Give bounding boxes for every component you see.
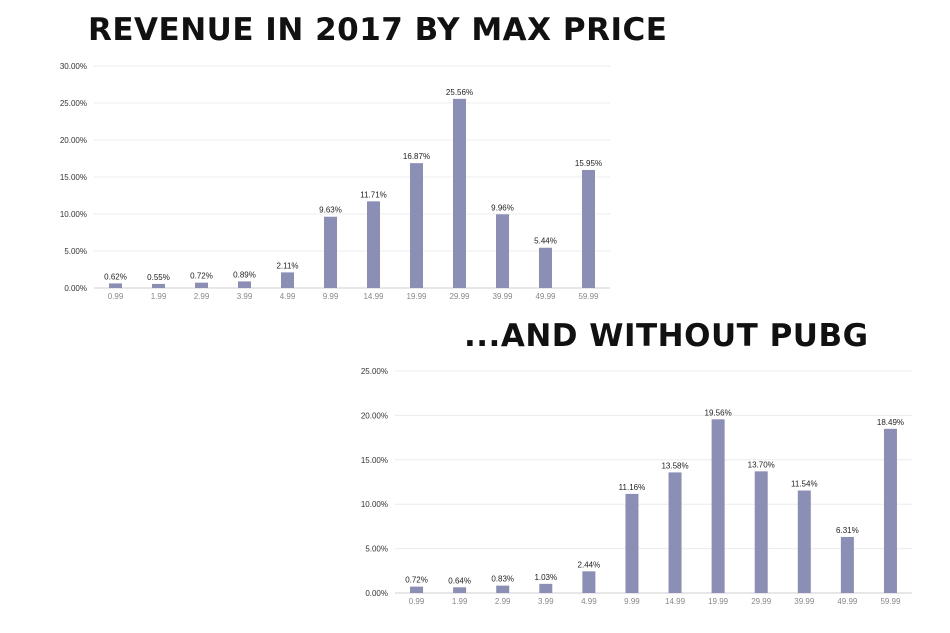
x-tick-label: 29.99	[449, 292, 470, 301]
y-tick-label: 5.00%	[64, 247, 87, 256]
x-tick-label: 1.99	[151, 292, 167, 301]
x-tick-label: 4.99	[280, 292, 296, 301]
bar	[410, 163, 423, 288]
y-tick-label: 10.00%	[361, 500, 388, 509]
x-tick-label: 49.99	[535, 292, 556, 301]
data-label: 18.49%	[877, 418, 904, 427]
x-tick-label: 0.99	[409, 597, 425, 606]
chart-2-title: ...AND WITHOUT PUBG	[464, 318, 869, 354]
x-tick-label: 59.99	[578, 292, 599, 301]
data-label: 2.44%	[578, 560, 601, 569]
data-label: 19.56%	[705, 408, 732, 417]
bar	[152, 283, 165, 288]
y-tick-label: 25.00%	[361, 367, 388, 376]
x-tick-label: 2.99	[194, 292, 210, 301]
data-label: 0.55%	[147, 273, 170, 282]
data-label: 11.16%	[619, 483, 646, 492]
bar	[539, 247, 552, 288]
bar	[582, 169, 595, 288]
x-tick-label: 14.99	[363, 292, 384, 301]
y-tick-label: 5.00%	[365, 545, 388, 554]
data-label: 0.72%	[405, 576, 428, 585]
data-label: 0.83%	[491, 575, 514, 584]
bar	[324, 216, 337, 288]
data-label: 5.44%	[534, 237, 557, 246]
y-tick-label: 15.00%	[361, 456, 388, 465]
bar	[754, 471, 768, 593]
bar	[281, 272, 294, 288]
bar	[195, 282, 208, 288]
data-label: 0.64%	[448, 576, 471, 585]
bar	[797, 490, 811, 593]
y-tick-label: 0.00%	[64, 284, 87, 293]
chart-2-group: 0.00% 5.00% 10.00% 15.00% 20.00% 25.00% 0.72% 0…	[361, 367, 912, 606]
data-label: 0.89%	[233, 270, 256, 279]
data-label: 16.87%	[403, 152, 430, 161]
bar	[109, 283, 122, 288]
data-label: 25.56%	[446, 88, 473, 97]
x-tick-label: 49.99	[837, 597, 858, 606]
x-tick-label: 4.99	[581, 597, 597, 606]
x-tick-label: 2.99	[495, 597, 511, 606]
x-tick-label: 0.99	[108, 292, 124, 301]
bar	[238, 281, 251, 288]
data-label: 15.95%	[575, 159, 602, 168]
x-tick-label: 39.99	[492, 292, 513, 301]
y-tick-label: 15.00%	[60, 173, 87, 182]
x-tick-label: 3.99	[538, 597, 554, 606]
data-label: 13.58%	[661, 461, 688, 470]
bar	[496, 585, 510, 593]
data-label: 1.03%	[534, 573, 557, 582]
bar	[625, 493, 639, 593]
bar	[453, 587, 467, 593]
bar	[840, 536, 854, 593]
x-tick-label: 29.99	[751, 597, 772, 606]
x-tick-label: 19.99	[406, 292, 427, 301]
bar	[582, 571, 596, 593]
x-tick-label: 1.99	[452, 597, 468, 606]
data-label: 6.31%	[836, 526, 859, 535]
y-tick-label: 25.00%	[60, 99, 87, 108]
data-label: 11.54%	[791, 480, 818, 489]
bar	[668, 472, 682, 593]
x-tick-label: 14.99	[665, 597, 686, 606]
data-label: 11.71%	[360, 190, 387, 199]
data-label: 13.70%	[748, 460, 775, 469]
chart-1-group: 0.00% 5.00% 10.00% 15.00% 20.00% 25.00% 30.00%…	[60, 62, 610, 301]
bar	[453, 98, 466, 288]
y-tick-label: 10.00%	[60, 210, 87, 219]
bar	[883, 428, 897, 593]
bar	[539, 583, 553, 593]
data-label: 9.96%	[491, 203, 514, 212]
y-tick-label: 30.00%	[60, 62, 87, 71]
x-tick-label: 9.99	[624, 597, 640, 606]
chart-1-title: REVENUE IN 2017 BY MAX PRICE	[88, 12, 668, 48]
y-tick-label: 20.00%	[60, 136, 87, 145]
bar	[496, 214, 509, 288]
x-tick-label: 19.99	[708, 597, 729, 606]
bar	[711, 419, 725, 593]
y-tick-label: 20.00%	[361, 411, 388, 420]
y-tick-label: 0.00%	[365, 589, 388, 598]
data-label: 2.11%	[276, 261, 298, 270]
data-label: 9.63%	[319, 206, 342, 215]
x-tick-label: 59.99	[880, 597, 901, 606]
data-label: 0.72%	[190, 272, 213, 281]
x-tick-label: 9.99	[323, 292, 339, 301]
bar	[367, 201, 380, 288]
x-tick-label: 3.99	[237, 292, 253, 301]
bar	[410, 586, 424, 593]
data-label: 0.62%	[104, 272, 127, 281]
x-tick-label: 39.99	[794, 597, 815, 606]
